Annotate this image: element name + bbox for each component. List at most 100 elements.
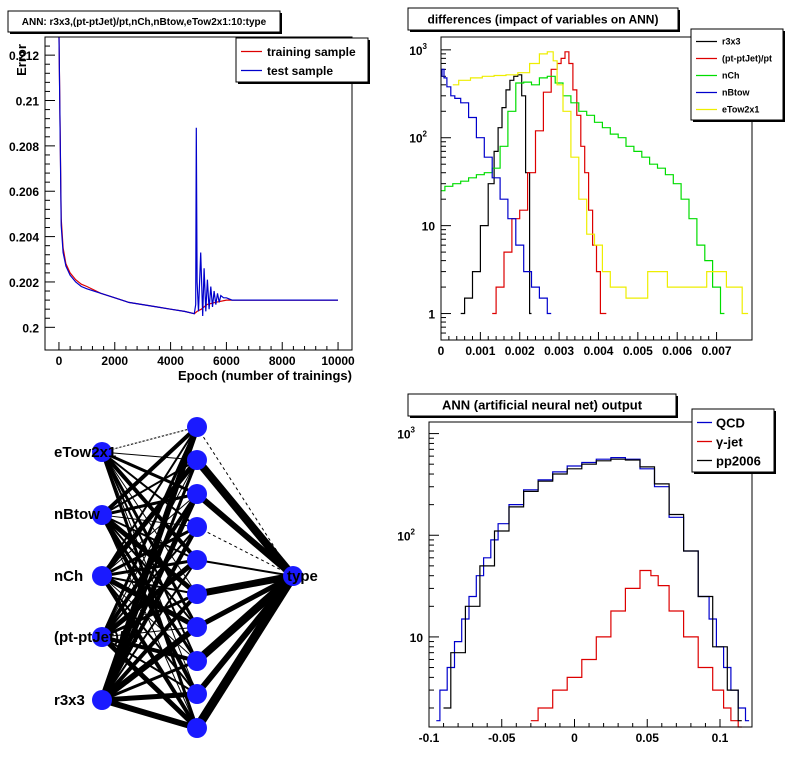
legend-label: γ-jet [716, 435, 743, 450]
legend-training [235, 37, 369, 83]
legend-ann-output [691, 408, 775, 473]
y-tick-label: 103 [409, 42, 427, 58]
chart-title-differences: differences (impact of variables on ANN) [428, 12, 659, 26]
y-axis-label: Error [14, 44, 29, 76]
plot-frame-training-error [44, 36, 353, 351]
series-line-2 [443, 458, 742, 722]
hidden-neuron [187, 417, 207, 437]
y-tick-exponent: 2 [411, 527, 416, 536]
legend-label: (pt-ptJet)/pt [722, 54, 772, 64]
synapse-input-hidden [101, 525, 198, 578]
legend-label: r3x3 [722, 37, 741, 47]
synapse-input-hidden [100, 514, 199, 695]
synapse-hidden-output [196, 559, 294, 577]
x-tick-label: 0.001 [465, 344, 495, 358]
series-line-1 [530, 569, 742, 728]
x-tick-label: 10000 [321, 354, 355, 368]
synapse-input-hidden [101, 575, 198, 595]
synapse-input-hidden [101, 697, 198, 731]
input-neuron [92, 505, 112, 525]
chart-title-training-box [7, 10, 281, 33]
legend-label: QCD [716, 416, 745, 431]
x-tick-label: 0.007 [702, 344, 732, 358]
synapse-input-hidden [99, 492, 200, 702]
y-tick-label: 10 [422, 220, 436, 234]
x-tick-label: -0.1 [419, 731, 440, 745]
y-tick-label: 0.208 [9, 140, 39, 154]
x-tick-label: -0.05 [488, 731, 516, 745]
y-tick-label: 0.206 [9, 185, 39, 199]
input-neuron [92, 627, 112, 647]
input-label: eTow2x1 [54, 444, 116, 461]
synapse-input-hidden [100, 592, 199, 702]
x-tick-label: 0.005 [623, 344, 653, 358]
network-diagram: eTow2x1 nBtow nCh (pt-ptJet)/pt r3x3 type [54, 417, 318, 738]
y-tick-label: 1 [428, 308, 435, 322]
y-tick-label: 0.204 [9, 231, 39, 245]
hidden-neuron [187, 450, 207, 470]
legend-label: eTow2x1 [722, 105, 759, 115]
synapse-input-hidden [101, 451, 198, 695]
synapse-hidden-output [193, 573, 297, 731]
hidden-neuron [187, 684, 207, 704]
x-axis-label: Epoch (number of trainings) [178, 368, 352, 383]
synapse-input-hidden [101, 426, 198, 577]
x-tick-label: 4000 [157, 354, 184, 368]
hidden-neuron [187, 517, 207, 537]
synapse-hidden-output [196, 572, 294, 598]
y-tick-label: 0.21 [16, 95, 40, 109]
synapse-input-hidden [99, 426, 200, 701]
series-line-2 [441, 75, 725, 315]
hidden-neuron [187, 550, 207, 570]
y-tick-exponent: 3 [423, 42, 428, 51]
input-neuron [92, 442, 112, 462]
y-tick-label: 102 [409, 130, 427, 146]
input-label: r3x3 [54, 692, 85, 709]
hidden-neuron [187, 651, 207, 671]
hidden-neuron [187, 718, 207, 738]
series-line-0 [436, 457, 750, 722]
x-tick-label: 0.004 [583, 344, 613, 358]
legend-differences [690, 28, 784, 121]
synapse-hidden-output [195, 573, 295, 630]
legend-label: test sample [267, 64, 333, 78]
synapse-input-hidden [100, 624, 199, 703]
x-tick-label: 6000 [213, 354, 240, 368]
input-label: (pt-ptJet)/pt [54, 629, 137, 646]
hidden-neuron [187, 584, 207, 604]
synapse-hidden-output [195, 491, 295, 579]
y-tick-exponent: 3 [411, 426, 416, 435]
x-tick-label: 0 [571, 731, 578, 745]
output-label: type [287, 568, 318, 585]
hidden-neuron [187, 484, 207, 504]
input-label: nBtow [54, 506, 100, 523]
series-line-1 [492, 51, 607, 315]
y-tick-label: 0.2 [22, 321, 39, 335]
synapse-input-hidden [101, 559, 198, 701]
legend-label: nBtow [722, 88, 750, 98]
synapse-input-hidden [100, 526, 199, 701]
x-tick-label: 0.003 [544, 344, 574, 358]
y-tick-exponent: 2 [423, 130, 428, 139]
synapse-input-hidden [101, 626, 198, 638]
chart-title-training: ANN: r3x3,(pt-ptJet)/pt,nCh,nBtow,eTow2x… [22, 17, 267, 28]
legend-label: pp2006 [716, 454, 761, 469]
hidden-neuron [187, 617, 207, 637]
synapse-input-hidden [100, 451, 199, 628]
synapse-input-hidden [100, 425, 199, 517]
x-tick-label: 0 [438, 344, 445, 358]
y-tick-label: 102 [397, 527, 415, 543]
x-tick-label: 0.002 [505, 344, 535, 358]
series-line-0 [460, 74, 532, 315]
x-tick-label: 0.05 [636, 731, 660, 745]
synapse-input-hidden [101, 659, 198, 702]
plot-frame-differences [440, 36, 753, 341]
chart-title-ann-output: ANN (artificial neural net) output [442, 398, 643, 413]
x-tick-label: 0.006 [662, 344, 692, 358]
synapse-input-hidden [101, 426, 198, 453]
y-tick-label: 0.212 [9, 49, 39, 63]
synapse-input-hidden [101, 459, 198, 638]
panel-training-error: 0 2000 4000 6000 8000 10000 0.2 0.202 0.204 0.206… [9, 36, 355, 368]
series-line-1 [58, 36, 338, 317]
